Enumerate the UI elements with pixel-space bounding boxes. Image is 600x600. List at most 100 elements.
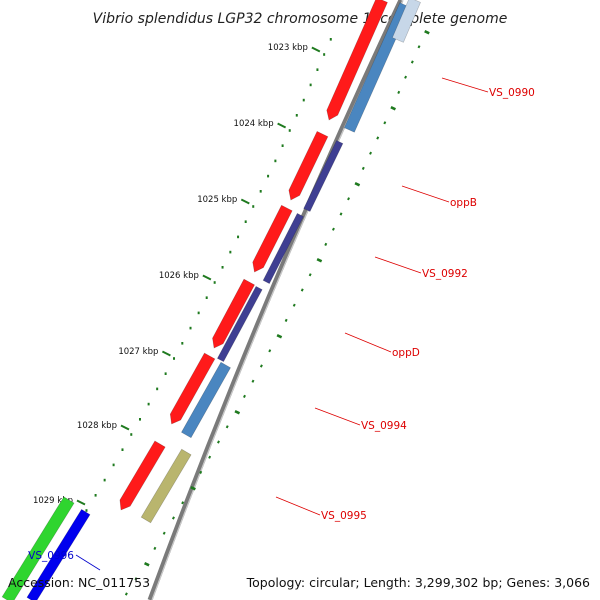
label-leader — [401, 185, 450, 203]
minor-tick — [259, 190, 262, 193]
annotation-bar[interactable] — [303, 140, 344, 212]
tick-mark — [202, 274, 212, 281]
tick-mark — [240, 198, 250, 205]
minor-tick — [302, 98, 305, 102]
minor-tick — [134, 577, 138, 581]
minor-tick — [404, 75, 408, 79]
minor-tick — [138, 418, 141, 421]
minor-tick — [369, 151, 373, 155]
minor-tick — [85, 509, 88, 512]
minor-tick — [284, 318, 288, 323]
cds-forward[interactable] — [119, 440, 166, 511]
tick-mark — [76, 499, 86, 506]
gene-label[interactable]: VS_0992 — [422, 268, 468, 280]
minor-tick — [316, 68, 319, 71]
minor-tick — [94, 494, 97, 497]
minor-tick — [112, 463, 115, 467]
cds-forward[interactable] — [169, 352, 216, 425]
minor-tick — [309, 83, 312, 87]
minor-tick — [347, 197, 350, 201]
minor-tick — [172, 516, 175, 520]
tick-mark — [277, 122, 287, 129]
minor-tick — [329, 38, 332, 41]
gene-label[interactable]: VS_0996 — [28, 550, 74, 562]
minor-tick — [208, 455, 212, 459]
minor-tick — [316, 258, 323, 263]
minor-tick — [103, 478, 106, 482]
tick-label: 1026 kbp — [159, 271, 199, 281]
annotation-bar[interactable] — [181, 361, 231, 439]
minor-tick — [300, 288, 304, 292]
feature-tracks[interactable] — [1, 0, 421, 600]
label-leader — [275, 496, 321, 516]
minor-tick — [147, 402, 150, 406]
minor-tick — [229, 250, 232, 254]
minor-tick — [197, 311, 200, 315]
annotation-bar[interactable] — [392, 0, 421, 43]
minor-tick — [189, 326, 192, 330]
tick-label: 1029 kbp — [33, 496, 73, 506]
minor-tick — [237, 235, 240, 239]
annotation-bar[interactable] — [216, 285, 263, 363]
minor-tick — [213, 281, 216, 284]
minor-tick — [274, 159, 277, 163]
tick-mark — [161, 350, 171, 357]
cds-reverse[interactable] — [26, 508, 91, 600]
cds-forward[interactable] — [212, 278, 255, 349]
minor-tick — [162, 531, 166, 535]
annotation-bar[interactable] — [140, 448, 192, 524]
minor-tick — [288, 129, 291, 132]
kbp-ticks: 1023 kbp 1024 kbp 1025 kbp 1026 kbp 1027 kbp… — [33, 43, 321, 506]
minor-tick — [225, 425, 229, 429]
cds-forward[interactable] — [326, 0, 388, 121]
label-leader — [344, 332, 392, 353]
minor-tick — [331, 227, 335, 231]
minor-tick — [276, 334, 283, 339]
label-leader — [314, 407, 361, 426]
minor-tick — [361, 166, 365, 171]
tick-mark — [311, 46, 321, 53]
minor-tick — [295, 114, 298, 117]
tick-label: 1023 kbp — [268, 43, 308, 53]
annotation-bar[interactable] — [262, 213, 304, 284]
minor-tick — [390, 105, 396, 111]
minor-tick — [156, 387, 159, 391]
cds-forward[interactable] — [288, 131, 329, 201]
label-leader — [441, 77, 489, 93]
tick-label: 1027 kbp — [118, 347, 158, 357]
minor-tick — [292, 303, 296, 307]
minor-tick — [217, 440, 220, 444]
minor-tick — [354, 181, 361, 187]
gene-label[interactable]: oppD — [392, 347, 420, 359]
minor-tick — [281, 144, 284, 147]
cds-forward[interactable] — [252, 204, 293, 273]
tick-mark — [120, 424, 130, 431]
minor-tick — [190, 486, 196, 491]
minor-tick — [324, 242, 328, 247]
minor-tick — [410, 60, 414, 64]
tick-label: 1025 kbp — [197, 195, 237, 205]
minor-tick — [144, 562, 150, 567]
minor-tick — [121, 448, 124, 451]
gene-label[interactable]: VS_0994 — [361, 420, 407, 432]
minor-tick — [205, 296, 208, 299]
outer-tick-dots — [38, 38, 332, 588]
minor-tick — [221, 266, 224, 269]
minor-tick — [267, 174, 270, 178]
tick-label: 1024 kbp — [234, 119, 274, 129]
gene-label[interactable]: VS_0990 — [489, 87, 535, 99]
label-leader — [374, 256, 422, 274]
gene-labels[interactable]: VS_0990 oppB VS_0992 oppD VS_0994 VS_0995 VS_0… — [28, 77, 535, 571]
minor-tick — [383, 121, 387, 125]
minor-tick — [124, 592, 128, 596]
cds-reverse[interactable] — [1, 496, 75, 600]
gene-label[interactable]: oppB — [450, 197, 477, 209]
minor-tick — [173, 357, 176, 360]
gene-label[interactable]: VS_0995 — [321, 510, 367, 522]
chromosome-backbone — [147, 0, 404, 600]
minor-tick — [181, 501, 185, 505]
tick-label: 1028 kbp — [77, 421, 117, 431]
inner-tick-dots — [124, 29, 430, 596]
minor-tick — [323, 53, 326, 56]
